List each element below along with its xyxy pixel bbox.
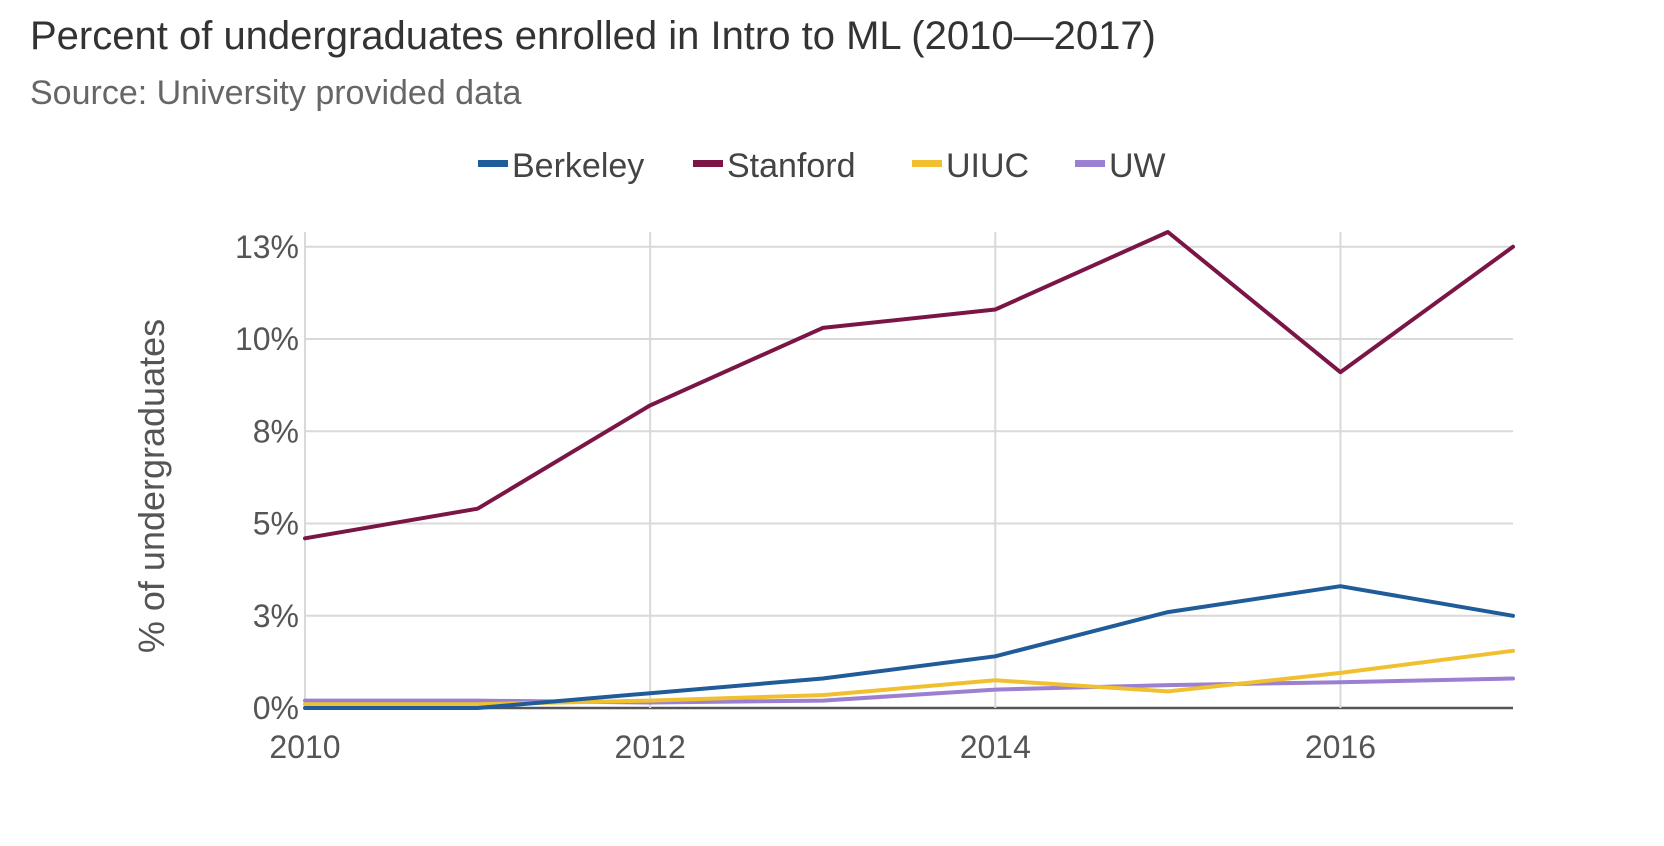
series-line-berkeley	[303, 584, 1515, 710]
x-tick-label: 2010	[269, 729, 340, 765]
legend-label-uiuc: UIUC	[946, 147, 1029, 185]
x-axis-ticks: 2010 2012 2014 2016	[269, 729, 1376, 765]
legend-swatch-uiuc	[912, 160, 942, 167]
y-tick-label: 8%	[253, 413, 299, 449]
series-lines	[303, 230, 1515, 710]
legend-swatch-uw	[1075, 160, 1105, 167]
legend-label-berkeley: Berkeley	[512, 147, 644, 185]
legend-label-stanford: Stanford	[727, 147, 856, 185]
series-line-stanford	[303, 230, 1515, 541]
grid-lines	[304, 232, 1513, 710]
y-tick-label: 5%	[253, 506, 299, 542]
series-line-uw	[303, 676, 1515, 705]
y-axis-label: % of undergraduates	[131, 319, 172, 653]
chart-title: Percent of undergraduates enrolled in In…	[30, 14, 1156, 58]
legend-swatch-berkeley	[478, 160, 508, 167]
legend: Berkeley Stanford UIUC UW	[478, 147, 1166, 185]
y-tick-label: 0%	[253, 690, 299, 726]
x-tick-label: 2014	[960, 729, 1031, 765]
y-tick-label: 3%	[253, 598, 299, 634]
y-axis-ticks: 0% 3% 5% 8% 10% 13%	[235, 229, 299, 726]
x-tick-label: 2012	[615, 729, 686, 765]
legend-swatch-stanford	[693, 160, 723, 167]
legend-label-uw: UW	[1109, 147, 1166, 185]
y-tick-label: 13%	[235, 229, 299, 265]
x-tick-label: 2016	[1305, 729, 1376, 765]
y-tick-label: 10%	[235, 321, 299, 357]
chart-subtitle: Source: University provided data	[30, 74, 522, 112]
